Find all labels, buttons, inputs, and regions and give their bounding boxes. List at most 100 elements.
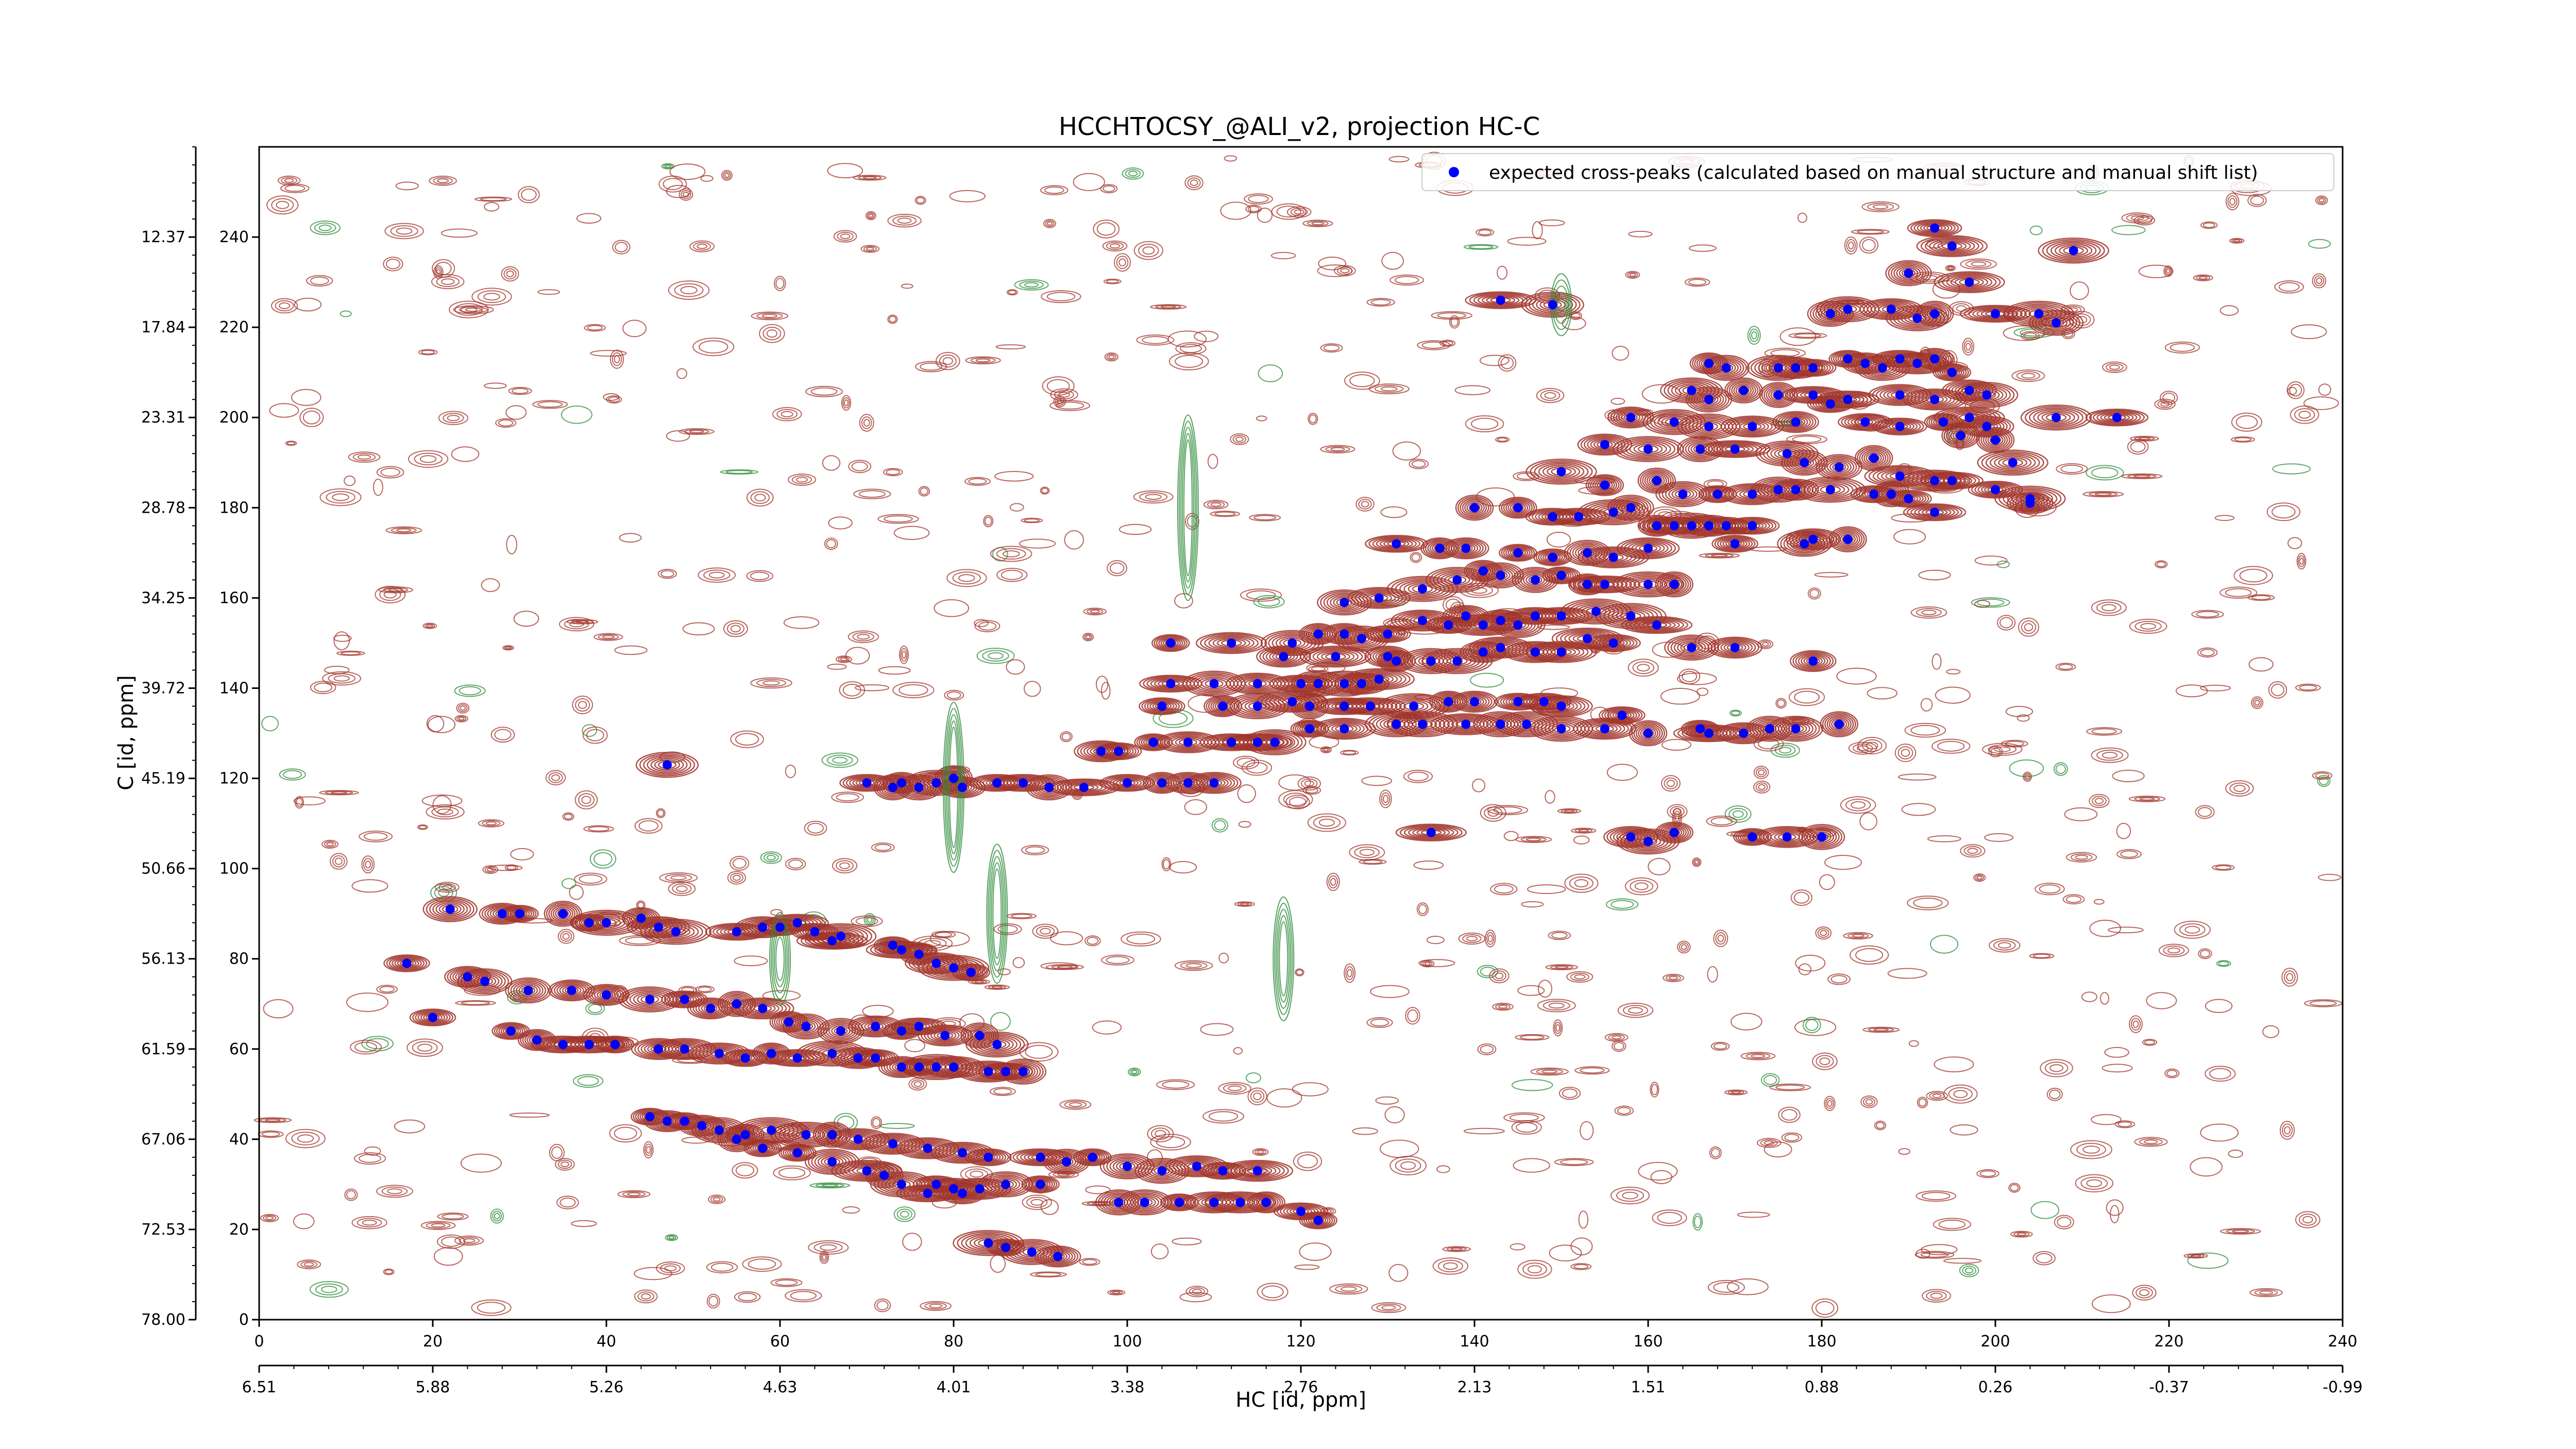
cross-peak-point: [758, 1143, 768, 1153]
cross-peak-point: [1652, 620, 1662, 630]
cross-peak-point: [523, 986, 533, 995]
cross-peak-point: [1912, 313, 1922, 323]
cross-peak-point: [1392, 719, 1401, 729]
cross-peak-point: [428, 1013, 437, 1022]
cross-peak-point: [1583, 580, 1592, 589]
cross-peak-point: [957, 1148, 967, 1158]
y-index-tick-label: 140: [219, 679, 249, 697]
cross-peak-point: [1001, 1242, 1011, 1252]
cross-peak-point: [1964, 277, 1974, 287]
cross-peak-point: [2052, 318, 2061, 328]
cross-peak-point: [1843, 354, 1853, 364]
cross-peak-markers: [402, 223, 2122, 1261]
cross-peak-point: [1721, 363, 1731, 373]
cross-peak-point: [1704, 359, 1714, 368]
cross-peak-point: [957, 1188, 967, 1198]
cross-peak-point: [1704, 729, 1714, 738]
cross-peak-point: [966, 968, 976, 977]
x-index-tick-label: 80: [944, 1333, 963, 1351]
cross-peak-point: [1166, 638, 1176, 648]
cross-peak-point: [1991, 485, 2000, 495]
cross-peak-point: [1140, 1198, 1149, 1207]
cross-peak-point: [1556, 724, 1566, 734]
cross-peak-point: [1765, 724, 1774, 734]
cross-peak-point: [1696, 724, 1705, 734]
cross-peak-point: [1956, 431, 1965, 441]
cross-peak-point: [1157, 1166, 1167, 1176]
cross-peak-point: [1669, 828, 1679, 837]
legend: expected cross-peaks (calculated based o…: [1421, 153, 2334, 191]
cross-peak-point: [984, 1238, 993, 1248]
cross-peak-point: [1279, 652, 1289, 662]
chart-title: HCCHTOCSY_@ALI_v2, projection HC-C: [1059, 112, 1540, 141]
cross-peak-point: [1895, 471, 1905, 481]
cross-peak-point: [732, 1134, 741, 1144]
cross-peak-point: [1114, 747, 1124, 756]
y-ppm-tick-label: 78.00: [141, 1311, 185, 1329]
cross-peak-point: [767, 1125, 776, 1135]
cross-peak-point: [1392, 539, 1401, 549]
cross-peak-point: [602, 918, 611, 928]
cross-peak-point: [1470, 697, 1479, 706]
cross-peak-point: [654, 1044, 664, 1054]
x-ppm-tick-label: 0.26: [1978, 1378, 2013, 1396]
cross-peak-point: [1556, 570, 1566, 580]
cross-peak-point: [706, 1004, 716, 1013]
cross-peak-point: [975, 1184, 985, 1194]
cross-peak-point: [1304, 724, 1314, 734]
cross-peak-point: [1904, 494, 1913, 503]
cross-peak-point: [853, 1053, 863, 1063]
cross-peak-point: [1478, 647, 1488, 657]
cross-peak-point: [1748, 490, 1757, 499]
cross-peak-point: [1036, 1152, 1045, 1162]
x-ppm-tick-label: 1.51: [1631, 1378, 1666, 1396]
cross-peak-point: [1739, 729, 1749, 738]
cross-peak-point: [1600, 580, 1609, 589]
cross-peak-point: [1626, 503, 1636, 513]
cross-peak-point: [1287, 697, 1297, 706]
cross-peak-point: [1947, 367, 1957, 377]
cross-peak-point: [645, 1112, 655, 1122]
cross-peak-point: [896, 1180, 906, 1189]
cross-peak-point: [1687, 521, 1697, 531]
cross-peak-point: [1895, 354, 1905, 364]
cross-peak-point: [1791, 363, 1801, 373]
x-index-tick-label: 200: [1980, 1333, 2010, 1351]
y-axis-label: C [id, ppm]: [114, 675, 138, 790]
cross-peak-point: [1886, 490, 1896, 499]
cross-peak-point: [1687, 385, 1697, 395]
cross-peak-point: [2069, 246, 2078, 256]
cross-peak-point: [975, 1031, 985, 1040]
cross-peak-point: [1652, 521, 1662, 531]
cross-peak-point: [1556, 701, 1566, 711]
cross-peak-point: [1652, 476, 1662, 485]
cross-peak-point: [1843, 305, 1853, 314]
cross-peak-point: [1252, 679, 1262, 688]
cross-peak-point: [1591, 606, 1601, 616]
cross-peak-point: [1773, 390, 1783, 400]
cross-peak-point: [871, 1022, 880, 1031]
cross-peak-point: [792, 918, 802, 928]
cross-peak-point: [1930, 395, 1940, 405]
cross-peak-point: [1123, 1161, 1132, 1171]
cross-peak-point: [732, 999, 741, 1009]
cross-peak-point: [636, 913, 646, 923]
cross-peak-point: [1417, 616, 1427, 626]
cross-peak-point: [1340, 701, 1349, 711]
cross-peak-point: [1643, 444, 1653, 454]
cross-peak-point: [1556, 467, 1566, 477]
cross-peak-point: [1209, 778, 1219, 788]
x-index-tick-label: 100: [1112, 1333, 1142, 1351]
cross-peak-point: [1392, 656, 1401, 666]
cross-peak-point: [1313, 629, 1323, 639]
cross-peak-point: [558, 1040, 568, 1049]
cross-peak-point: [1825, 309, 1835, 318]
cross-peak-point: [992, 778, 1002, 788]
x-index-tick-label: 0: [254, 1333, 264, 1351]
cross-peak-point: [1018, 778, 1028, 788]
cross-peak-point: [1192, 1161, 1201, 1171]
y-ppm-tick-label: 61.59: [141, 1040, 185, 1058]
cross-peak-point: [836, 931, 845, 941]
cross-peak-point: [931, 1180, 941, 1189]
cross-peak-point: [1791, 724, 1801, 734]
